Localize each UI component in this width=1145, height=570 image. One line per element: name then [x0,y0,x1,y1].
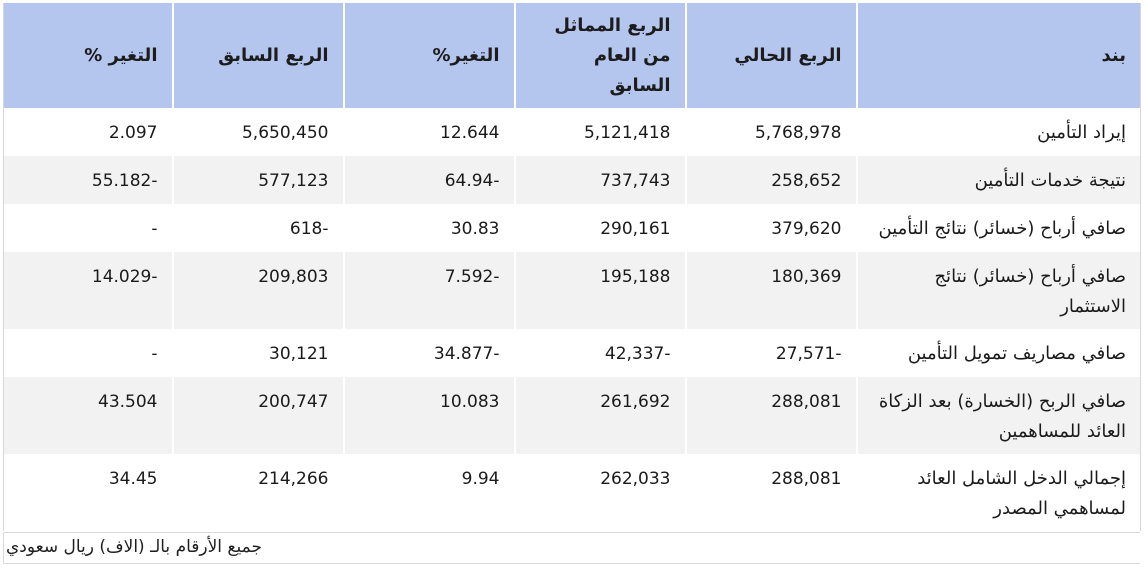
cell-change-yoy: 10.083 [342,377,515,454]
table-row: صافي أرباح (خسائر) نتائج الاستثمار 180,3… [3,252,1141,329]
table-row: إجمالي الدخل الشامل العائد لمساهمي المصد… [3,454,1141,531]
header-change-yoy: التغير% [342,3,515,108]
table-footnote: جميع الأرقام بالـ (الاف) ريال سعودي [3,532,1140,564]
row-band: صافي الربح (الخسارة) بعد الزكاة العائد ل… [855,377,1141,454]
cell-same-last-year: 262,033 [513,454,686,531]
cell-change-qoq: 34.45 [3,454,173,531]
cell-current: 258,652 [684,156,857,204]
row-band: إجمالي الدخل الشامل العائد لمساهمي المصد… [855,454,1141,531]
row-band: نتيجة خدمات التأمين [855,156,1141,204]
cell-change-qoq: 2.097 [3,108,173,156]
cell-same-last-year: -42,337 [513,329,686,377]
cell-current: 5,768,978 [684,108,857,156]
cell-change-qoq: - [3,329,173,377]
financial-results-table: بند الربع الحالي الربع المماثل من العام … [3,3,1141,531]
table-row: صافي الربح (الخسارة) بعد الزكاة العائد ل… [3,377,1141,454]
cell-current: 379,620 [684,204,857,252]
table-row: صافي مصاريف تمويل التأمين -27,571 -42,33… [3,329,1141,377]
cell-previous: 577,123 [171,156,344,204]
cell-same-last-year: 195,188 [513,252,686,329]
cell-change-qoq: -14.029 [3,252,173,329]
header-previous-quarter: الربع السابق [171,3,344,108]
cell-change-yoy: 12.644 [342,108,515,156]
cell-same-last-year: 737,743 [513,156,686,204]
cell-previous: 30,121 [171,329,344,377]
row-band: إيراد التأمين [855,108,1141,156]
cell-current: -27,571 [684,329,857,377]
cell-change-yoy: 9.94 [342,454,515,531]
cell-same-last-year: 5,121,418 [513,108,686,156]
cell-change-qoq: -55.182 [3,156,173,204]
cell-previous: 200,747 [171,377,344,454]
cell-previous: -618 [171,204,344,252]
footnote-text: جميع الأرقام بالـ (الاف) ريال سعودي [6,537,262,557]
cell-change-yoy: -34.877 [342,329,515,377]
cell-previous: 209,803 [171,252,344,329]
cell-same-last-year: 290,161 [513,204,686,252]
cell-same-last-year: 261,692 [513,377,686,454]
cell-current: 288,081 [684,377,857,454]
header-current-quarter: الربع الحالي [684,3,857,108]
cell-change-qoq: 43.504 [3,377,173,454]
cell-previous: 214,266 [171,454,344,531]
table-header-row: بند الربع الحالي الربع المماثل من العام … [3,3,1141,108]
cell-change-yoy: -64.94 [342,156,515,204]
row-band: صافي مصاريف تمويل التأمين [855,329,1141,377]
cell-previous: 5,650,450 [171,108,344,156]
cell-change-qoq: - [3,204,173,252]
table-row: صافي أرباح (خسائر) نتائج التأمين 379,620… [3,204,1141,252]
table-row: نتيجة خدمات التأمين 258,652 737,743 -64.… [3,156,1141,204]
row-band: صافي أرباح (خسائر) نتائج الاستثمار [855,252,1141,329]
header-band: بند [855,3,1141,108]
row-band: صافي أرباح (خسائر) نتائج التأمين [855,204,1141,252]
cell-current: 288,081 [684,454,857,531]
header-same-quarter-last-year: الربع المماثل من العام السابق [513,3,686,108]
header-change-qoq: التغير % [3,3,173,108]
cell-change-yoy: -7.592 [342,252,515,329]
cell-current: 180,369 [684,252,857,329]
table-row: إيراد التأمين 5,768,978 5,121,418 12.644… [3,108,1141,156]
cell-change-yoy: 30.83 [342,204,515,252]
